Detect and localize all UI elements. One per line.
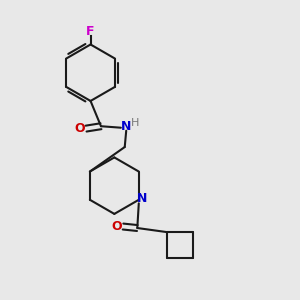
Text: F: F <box>86 25 95 38</box>
Text: O: O <box>112 220 122 233</box>
Text: N: N <box>121 120 131 133</box>
Text: O: O <box>74 122 85 135</box>
Text: N: N <box>137 192 148 205</box>
Text: H: H <box>131 118 139 128</box>
